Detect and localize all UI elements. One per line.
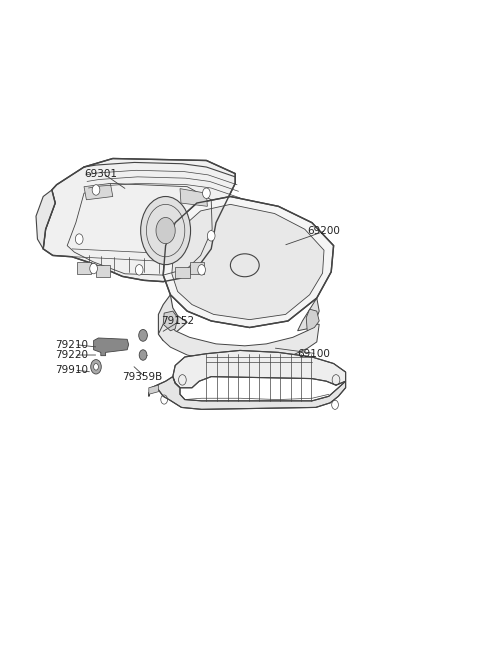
Text: 79152: 79152 [161, 316, 194, 326]
Polygon shape [77, 262, 91, 274]
Polygon shape [175, 267, 190, 278]
Polygon shape [298, 298, 319, 331]
Polygon shape [163, 311, 178, 331]
Circle shape [141, 196, 191, 265]
Text: 69200: 69200 [307, 225, 340, 236]
Circle shape [75, 234, 83, 244]
Text: 69100: 69100 [298, 348, 330, 359]
Text: 69301: 69301 [84, 168, 117, 179]
Circle shape [198, 265, 205, 275]
Text: 79359B: 79359B [122, 372, 163, 383]
Circle shape [139, 329, 147, 341]
Circle shape [92, 185, 100, 195]
Text: 79210: 79210 [55, 339, 88, 350]
Polygon shape [96, 265, 110, 277]
Circle shape [156, 217, 175, 244]
Polygon shape [149, 377, 346, 409]
Polygon shape [94, 338, 129, 356]
Polygon shape [163, 196, 334, 328]
Circle shape [94, 364, 98, 370]
Polygon shape [149, 385, 158, 394]
Polygon shape [36, 190, 55, 249]
Circle shape [203, 188, 210, 198]
Text: 79910: 79910 [55, 365, 88, 375]
Polygon shape [306, 309, 319, 331]
Polygon shape [43, 159, 235, 282]
Polygon shape [190, 262, 204, 274]
Polygon shape [158, 295, 187, 341]
Text: 79220: 79220 [55, 350, 88, 360]
Polygon shape [84, 183, 113, 200]
Polygon shape [172, 204, 324, 320]
Circle shape [135, 265, 143, 275]
Circle shape [90, 263, 97, 274]
Polygon shape [158, 324, 319, 364]
Polygon shape [180, 189, 207, 206]
Circle shape [91, 360, 101, 374]
Circle shape [207, 231, 215, 241]
Polygon shape [173, 350, 346, 388]
Circle shape [139, 350, 147, 360]
